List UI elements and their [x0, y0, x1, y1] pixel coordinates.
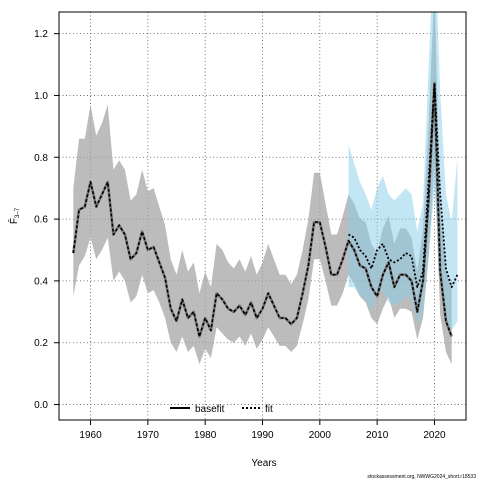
- x-tick-label: 1980: [194, 430, 217, 441]
- legend-basefit-label: basefit: [195, 404, 225, 415]
- line-fit: [348, 82, 459, 288]
- legend-fit-label: fit: [265, 404, 273, 415]
- watermark: stockassessment.org, NWWG2024_short.r185…: [367, 474, 476, 480]
- x-tick-label: 1960: [79, 430, 102, 441]
- x-tick-label: 2020: [423, 430, 446, 441]
- y-tick-label: 0.4: [34, 276, 48, 287]
- y-tick-label: 0.2: [34, 338, 48, 349]
- x-axis: 1960 1970 1980 1990 2000 2010 2020: [79, 420, 446, 441]
- x-tick-label: 2010: [366, 430, 389, 441]
- y-tick-label: 0.6: [34, 215, 48, 226]
- legend: basefit fit: [170, 404, 273, 415]
- y-axis: 0.0 0.2 0.4 0.6 0.8 1.0 1.2: [34, 29, 59, 411]
- confidence-bands: [73, 12, 458, 365]
- y-axis-label: F̄3–7: [7, 207, 21, 224]
- x-tick-label: 1990: [251, 430, 274, 441]
- y-tick-label: 0.0: [34, 400, 48, 411]
- x-axis-label: Years: [251, 458, 276, 469]
- series-lines: [72, 81, 459, 338]
- band-fit: [348, 12, 458, 331]
- y-tick-label: 0.8: [34, 153, 48, 164]
- y-axis-label-group: F̄3–7: [7, 207, 21, 224]
- y-tick-label: 1.0: [34, 91, 48, 102]
- x-tick-label: 1970: [137, 430, 160, 441]
- x-tick-label: 2000: [309, 430, 332, 441]
- y-tick-label: 1.2: [34, 29, 48, 40]
- y-axis-label-symbol: F̄: [7, 218, 20, 224]
- y-axis-label-subscript: 3–7: [15, 207, 21, 218]
- line-basefit: [72, 82, 453, 338]
